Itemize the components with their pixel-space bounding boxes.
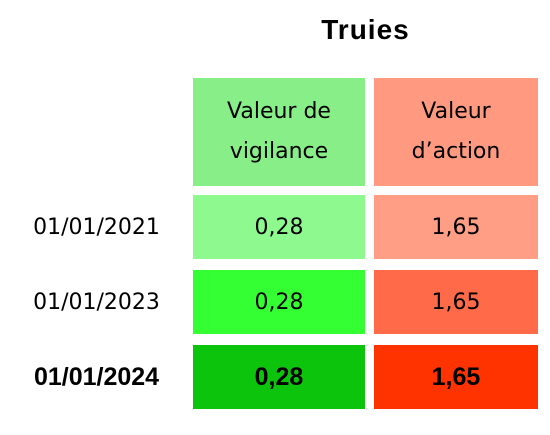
- cell: 1,65: [374, 270, 538, 334]
- cell: 1,65: [374, 345, 538, 409]
- row-label: 01/01/2023: [33, 289, 160, 315]
- cell: 1,65: [374, 195, 538, 259]
- title: Truies: [321, 14, 410, 45]
- header-cell: Valeur d’action: [374, 78, 538, 186]
- cell: 0,28: [193, 270, 365, 334]
- cell: 0,28: [193, 195, 365, 259]
- row-label: 01/01/2024: [33, 362, 160, 391]
- row-label: 01/01/2021: [33, 214, 160, 240]
- header-cell: Valeur de vigilance: [193, 78, 365, 186]
- cell: 0,28: [193, 345, 365, 409]
